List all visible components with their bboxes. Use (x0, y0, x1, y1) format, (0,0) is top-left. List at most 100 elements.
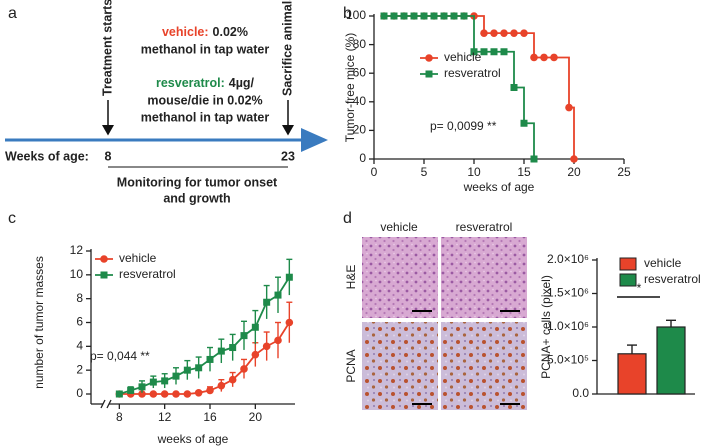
x-tick-label: 8 (116, 410, 123, 424)
x-axis-label: weeks of age (157, 432, 229, 446)
y-tick-label: 40 (353, 94, 367, 108)
legend-label: resveratrol (444, 66, 501, 80)
marker (206, 355, 214, 363)
marker (510, 84, 518, 91)
y-tick-label: 12 (70, 243, 84, 257)
period-label: and growth (163, 191, 230, 205)
x-tick-label: 15 (517, 165, 531, 179)
marker (127, 386, 135, 394)
marker (262, 342, 271, 351)
marker (160, 390, 169, 398)
group-label: resveratrol: (156, 76, 225, 90)
vehicle-note: vehicle: 0.02% (162, 25, 248, 39)
marker (195, 364, 203, 372)
marker (470, 48, 478, 56)
significance-label: * (637, 281, 642, 295)
event-label: Sacrifice animals (280, 0, 294, 96)
y-tick-label: 4 (76, 339, 83, 353)
y-tick-label: 8 (76, 291, 83, 305)
micrograph (441, 237, 527, 318)
legend-marker (425, 54, 433, 62)
y-tick-label: 6 (76, 315, 83, 329)
x-axis-label: weeks of age (463, 180, 535, 194)
y-tick-label: 100 (346, 8, 366, 22)
marker (410, 12, 418, 20)
note-text: 4µg/ (229, 76, 255, 90)
y-tick-label: 1.0×10⁶ (547, 319, 589, 333)
y-axis-label: number of tumor masses (32, 256, 46, 389)
legend-marker (100, 255, 108, 263)
series-line (119, 276, 291, 395)
legend-marker (425, 70, 433, 78)
histology: vehicle resveratrol H&E PCNA (344, 220, 527, 410)
marker (490, 48, 498, 56)
x-tick-label: 12 (158, 410, 172, 424)
legend-swatch (619, 257, 637, 271)
axis-break (100, 399, 106, 409)
series-line (119, 322, 291, 395)
annotation: p= 0,044 ** (90, 349, 150, 363)
legend-label: vehicle (119, 251, 157, 265)
marker (228, 375, 237, 384)
marker (480, 48, 488, 56)
bar (656, 326, 686, 395)
marker (530, 155, 538, 163)
x-tick-label: 5 (421, 165, 428, 179)
micrograph (362, 237, 438, 318)
column-label: vehicle (380, 220, 418, 234)
marker (217, 347, 225, 355)
marker (251, 350, 260, 359)
y-tick-label: 10 (70, 267, 84, 281)
legend-swatch (619, 273, 637, 287)
week-label: 23 (281, 149, 295, 163)
marker (183, 366, 191, 374)
marker (570, 155, 578, 163)
axis-break (106, 399, 112, 409)
legend-marker (100, 271, 108, 279)
marker (520, 29, 528, 37)
panel-label: a (8, 5, 17, 22)
marker (149, 390, 158, 398)
marker (400, 12, 408, 20)
row-label: H&E (344, 265, 358, 290)
marker (390, 12, 398, 20)
y-tick-label: 0 (359, 151, 366, 165)
x-tick-label: 10 (467, 165, 481, 179)
marker (206, 386, 214, 395)
x-tick-label: 20 (567, 165, 581, 179)
marker (420, 12, 428, 20)
marker (480, 29, 488, 37)
y-tick-label: 1.5×10⁶ (547, 286, 589, 300)
marker (500, 29, 508, 37)
marker (450, 12, 458, 20)
marker (274, 336, 282, 345)
panel-label: d (343, 210, 352, 227)
panel-label: c (8, 210, 16, 227)
bar (617, 353, 647, 395)
y-axis-label: PCNA+ cells (pixel) (539, 275, 553, 379)
marker (263, 298, 271, 306)
marker (285, 318, 294, 327)
x-tick-label: 25 (617, 165, 631, 179)
y-tick-label: 20 (353, 123, 367, 137)
marker (115, 390, 123, 398)
marker (430, 12, 438, 20)
marker (530, 53, 538, 62)
marker (540, 53, 548, 62)
legend-label: vehicle (444, 50, 482, 64)
marker (172, 372, 180, 380)
marker (510, 29, 518, 37)
marker (172, 390, 180, 398)
marker (520, 119, 528, 127)
y-tick-label: 0.0 (572, 386, 589, 400)
marker (380, 12, 388, 20)
marker (440, 12, 448, 20)
x-tick-label: 20 (249, 410, 263, 424)
legend-label: resveratrol (119, 267, 176, 281)
note-text: methanol in tap water (141, 110, 270, 124)
week-label: 8 (105, 149, 112, 163)
marker (500, 48, 508, 56)
timeline: Treatment starts Sacrifice animals vehic… (5, 0, 328, 205)
y-tick-label: 2.0×10⁶ (547, 252, 589, 266)
